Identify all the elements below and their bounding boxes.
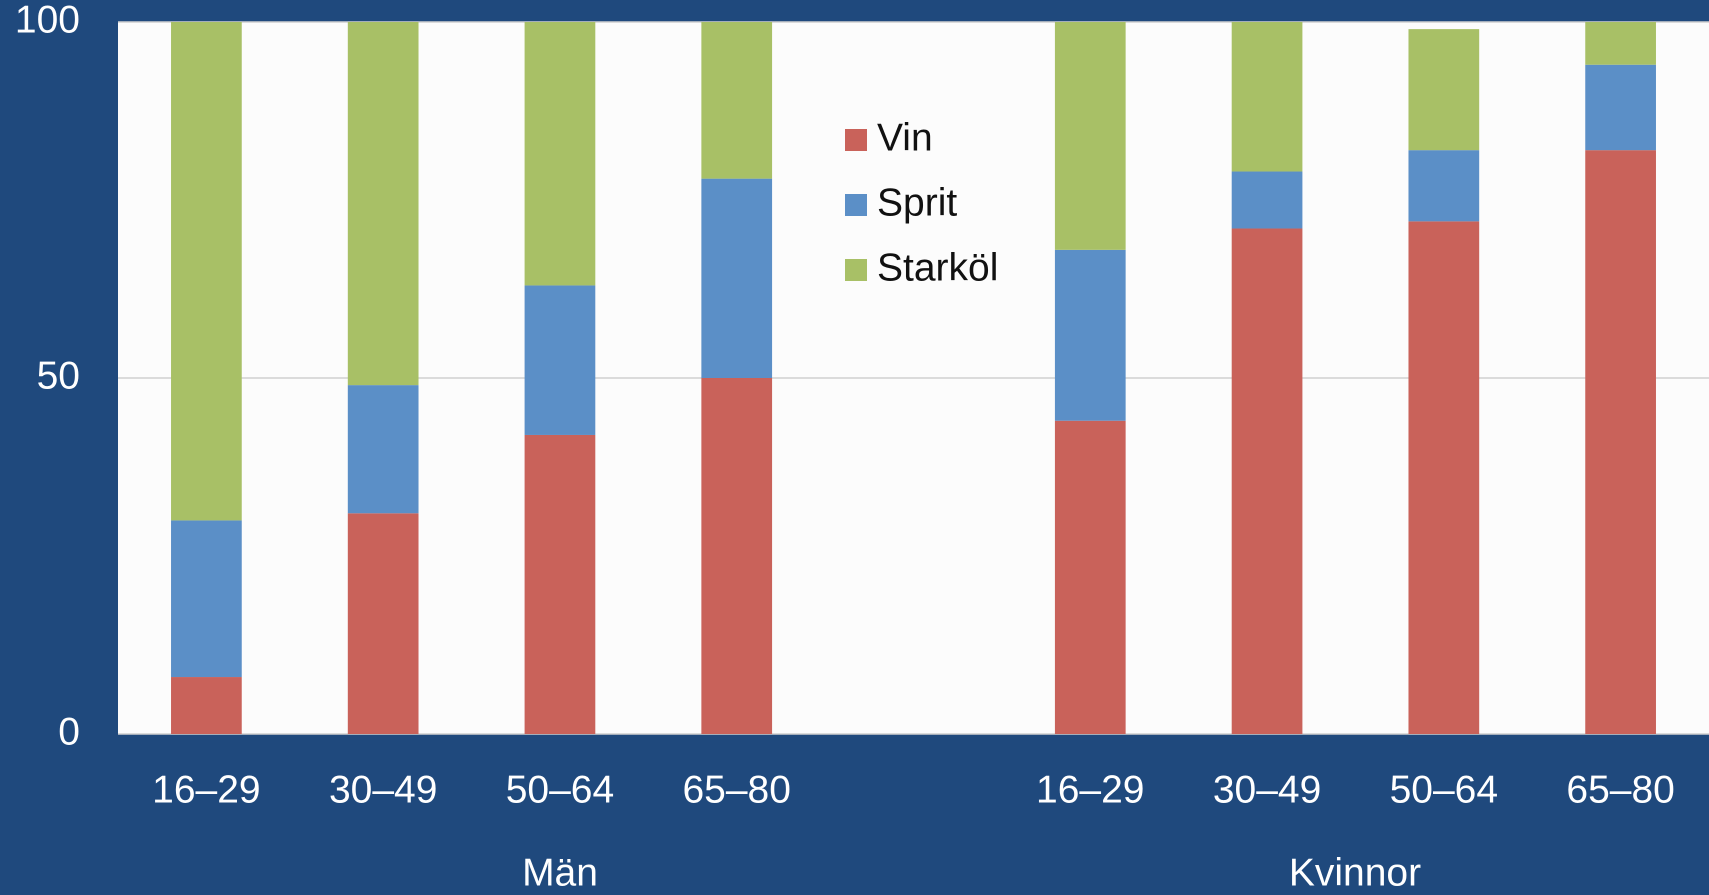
x-tick-label: 50–64	[506, 768, 614, 811]
bar-segment	[1054, 249, 1126, 421]
legend-label: Sprit	[877, 181, 957, 224]
bar-segment	[701, 22, 773, 179]
bar-segment	[347, 513, 419, 734]
x-tick-label: 16–29	[152, 768, 260, 811]
x-tick-label: 65–80	[1566, 768, 1674, 811]
x-tick-label: 50–64	[1390, 768, 1498, 811]
x-tick-label: 65–80	[682, 768, 790, 811]
x-tick-label: 30–49	[329, 768, 437, 811]
legend-swatch	[845, 129, 867, 151]
bar-segment	[347, 22, 419, 386]
legend-swatch	[845, 194, 867, 216]
bar-segment	[171, 677, 242, 734]
bar-segment	[171, 520, 242, 678]
bar-segment	[347, 385, 419, 514]
bar-segment	[1054, 420, 1126, 734]
bar-segment	[1408, 150, 1480, 222]
bar-segment	[1585, 22, 1656, 65]
bar-segment	[1231, 171, 1303, 229]
bar-segment	[701, 378, 773, 734]
bar-segment	[524, 285, 596, 435]
bar-segment	[1054, 22, 1126, 250]
bar-segment	[1585, 64, 1656, 151]
bar-segment	[1408, 29, 1480, 151]
x-tick-label: 16–29	[1036, 768, 1144, 811]
legend-label: Vin	[877, 116, 933, 159]
bar-segment	[1585, 150, 1656, 734]
bar-segment	[1408, 221, 1480, 735]
y-tick-label: 0	[58, 710, 80, 753]
bar-segment	[171, 22, 242, 521]
legend-label: Starköl	[877, 246, 998, 289]
bar-segment	[1231, 228, 1303, 735]
group-label: Män	[522, 851, 598, 894]
group-label: Kvinnor	[1289, 851, 1421, 894]
y-tick-label: 50	[37, 354, 80, 397]
bar-segment	[1231, 22, 1303, 172]
bar-segment	[524, 434, 596, 734]
y-tick-label: 100	[15, 0, 80, 41]
x-tick-label: 30–49	[1213, 768, 1321, 811]
legend-swatch	[845, 259, 867, 281]
bar-segment	[524, 22, 596, 286]
bar-segment	[701, 178, 773, 378]
